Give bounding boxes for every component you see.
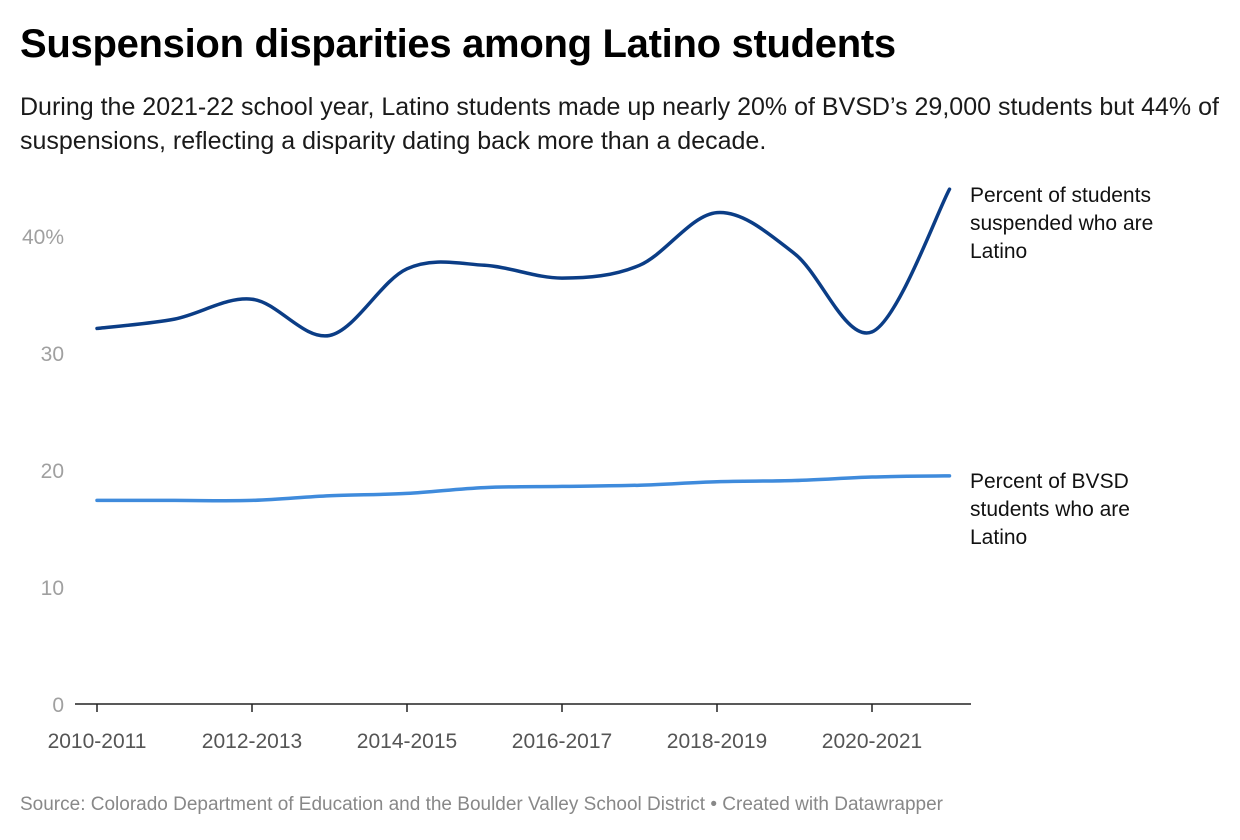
x-axis: 2010-2011 2012-2013 2014-2015 2016-2017 2018… — [48, 703, 971, 753]
y-tick-label: 10 — [41, 577, 64, 600]
y-tick-label: 20 — [41, 460, 64, 483]
x-tick-label: 2014-2015 — [357, 730, 457, 753]
y-tick-label: 0 — [52, 694, 64, 717]
x-tick-label: 2010-2011 — [48, 730, 147, 753]
series-labels: Percent of students suspended who are Lati… — [970, 184, 1153, 549]
y-tick-label: 40% — [22, 226, 64, 249]
series-lines — [95, 187, 952, 503]
chart-subtitle: During the 2021-22 school year, Latino s… — [20, 93, 1219, 155]
series-line — [95, 474, 952, 503]
y-tick-label: 30 — [41, 343, 64, 366]
series-label: Percent of students suspended who are Lati… — [970, 184, 1153, 263]
x-tick-label: 2020-2021 — [822, 730, 922, 753]
source-note: Source: Colorado Department of Education… — [20, 794, 944, 815]
y-axis-ticks: 0 10 20 30 40% — [22, 226, 64, 717]
x-tick-label: 2018-2019 — [667, 730, 767, 753]
x-tick-label: 2016-2017 — [512, 730, 612, 753]
chart-title: Suspension disparities among Latino stud… — [20, 22, 896, 66]
series-line — [95, 187, 952, 338]
series-label: Percent of BVSD students who are Latino — [970, 470, 1130, 549]
x-tick-label: 2012-2013 — [202, 730, 302, 753]
